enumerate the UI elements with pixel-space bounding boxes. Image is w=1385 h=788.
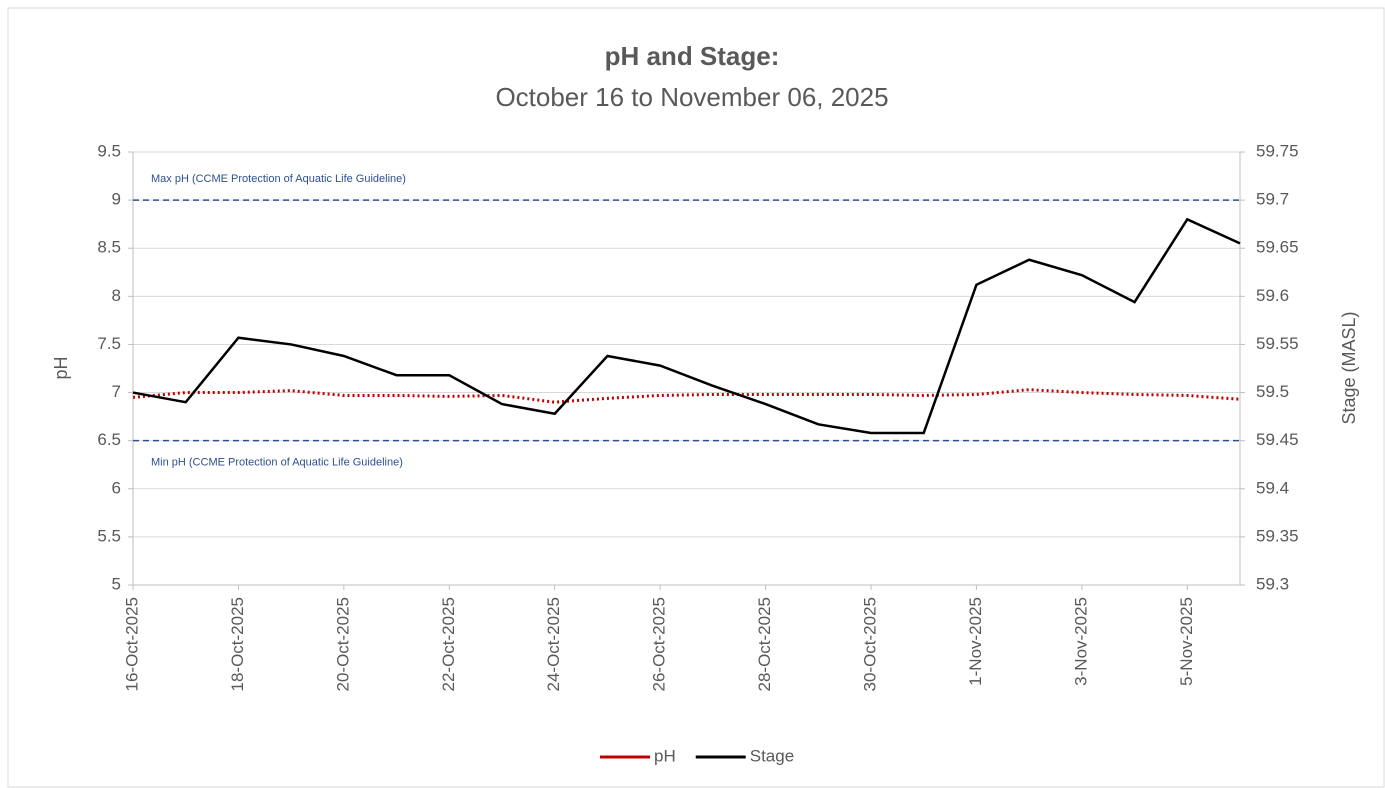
y-tick-label: 9: [112, 190, 121, 209]
chart-frame: [7, 7, 1385, 788]
y2-tick-label: 59.45: [1256, 430, 1299, 449]
x-tick-label: 18-Oct-2025: [228, 597, 247, 692]
x-tick-label: 28-Oct-2025: [755, 597, 774, 692]
x-tick-label: 20-Oct-2025: [333, 597, 352, 692]
y2-tick-label: 59.35: [1256, 526, 1299, 545]
chart-title: pH and Stage:: [605, 41, 780, 71]
y2-tick-label: 59.55: [1256, 334, 1299, 353]
x-tick-label: 5-Nov-2025: [1177, 597, 1196, 686]
legend-label: pH: [654, 746, 676, 765]
x-tick-label: 3-Nov-2025: [1071, 597, 1090, 686]
y2-tick-label: 59.4: [1256, 478, 1289, 497]
y2-tick-label: 59.75: [1256, 141, 1299, 160]
y-tick-label: 5.5: [97, 526, 121, 545]
y-tick-label: 6: [112, 478, 121, 497]
y-tick-label: 6.5: [97, 430, 121, 449]
y-tick-label: 8.5: [97, 238, 121, 257]
y2-tick-label: 59.6: [1256, 286, 1289, 305]
y-tick-label: 7.5: [97, 334, 121, 353]
y-tick-label: 5: [112, 574, 121, 593]
y2-tick-label: 59.7: [1256, 190, 1289, 209]
series-line: [132, 217, 1241, 435]
chart-subtitle: October 16 to November 06, 2025: [495, 82, 888, 112]
y-tick-label: 8: [112, 286, 121, 305]
guideline-label: Min pH (CCME Protection of Aquatic Life …: [151, 457, 403, 469]
x-tick-label: 22-Oct-2025: [439, 597, 458, 692]
y2-tick-label: 59.5: [1256, 382, 1289, 401]
x-tick-label: 24-Oct-2025: [544, 597, 563, 692]
guideline-label: Max pH (CCME Protection of Aquatic Life …: [151, 173, 406, 185]
x-tick-label: 30-Oct-2025: [860, 597, 879, 692]
y-axis-label: pH: [51, 356, 71, 379]
y2-axis-label: Stage (MASL): [1339, 311, 1359, 424]
y-tick-label: 7: [112, 382, 121, 401]
y2-tick-label: 59.65: [1256, 238, 1299, 257]
y-tick-label: 9.5: [97, 141, 121, 160]
x-tick-label: 1-Nov-2025: [966, 597, 985, 686]
legend-label: Stage: [750, 746, 794, 765]
y2-tick-label: 59.3: [1256, 574, 1289, 593]
x-tick-label: 16-Oct-2025: [122, 597, 141, 692]
x-tick-label: 26-Oct-2025: [650, 597, 669, 692]
